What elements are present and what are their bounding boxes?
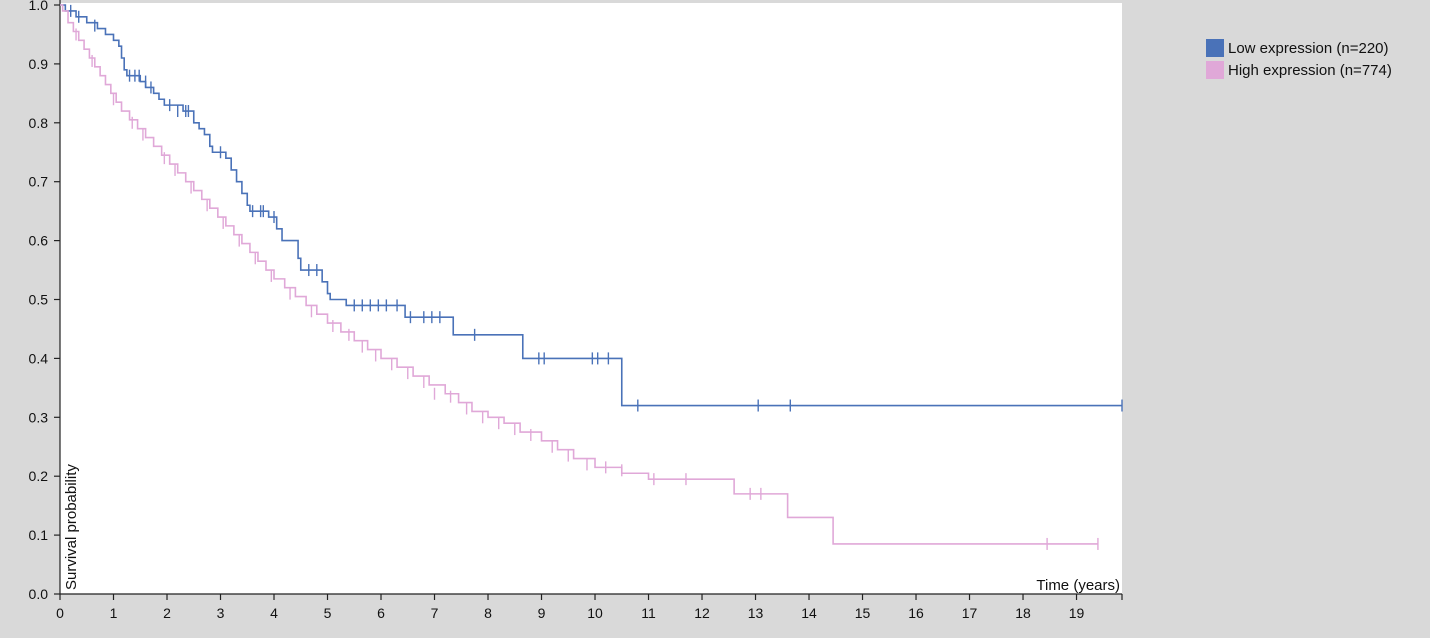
legend-item-low: Low expression (n=220) [1206, 37, 1392, 59]
y-tick-label: 0.3 [29, 409, 49, 425]
x-axis: 0 1 2 3 4 5 6 7 8 9 10 11 12 13 14 15 16 17 18 19 [56, 593, 1123, 621]
y-tick-label: 0.7 [29, 174, 49, 190]
series-layer [60, 4, 1123, 550]
x-tick-label: 7 [431, 605, 439, 621]
legend-label-low: Low expression (n=220) [1228, 39, 1389, 57]
x-tick-label: 0 [56, 605, 64, 621]
x-tick-label: 8 [484, 605, 492, 621]
survival-curve [60, 4, 1122, 407]
y-axis: 0.0 0.1 0.2 0.3 0.4 0.5 0.6 0.7 0.8 0.9 1.0 [29, 0, 61, 602]
x-tick-label: 3 [217, 605, 225, 621]
legend-swatch-low [1206, 39, 1224, 57]
series-1 [60, 4, 1099, 550]
x-tick-label: 15 [855, 605, 871, 621]
survival-curve [60, 4, 1098, 545]
x-tick-label: 13 [748, 605, 764, 621]
y-tick-label: 0.8 [29, 115, 49, 131]
x-tick-label: 12 [694, 605, 710, 621]
y-axis-label: Survival probability [63, 464, 80, 590]
plot-area [60, 3, 1122, 594]
x-tick-label: 17 [962, 605, 978, 621]
x-tick-label: 1 [110, 605, 118, 621]
y-tick-label: 0.1 [29, 527, 49, 543]
y-tick-label: 0.6 [29, 233, 49, 249]
y-tick-label: 0.2 [29, 468, 49, 484]
x-tick-label: 14 [801, 605, 817, 621]
legend-label-high: High expression (n=774) [1228, 61, 1392, 79]
x-axis-label: Time (years) [1036, 577, 1120, 594]
x-tick-label: 9 [538, 605, 546, 621]
x-tick-label: 10 [587, 605, 603, 621]
legend-item-high: High expression (n=774) [1206, 59, 1392, 81]
x-tick-label: 2 [163, 605, 171, 621]
y-tick-label: 0.5 [29, 292, 49, 308]
y-tick-label: 1.0 [29, 0, 49, 13]
x-tick-label: 4 [270, 605, 278, 621]
y-tick-label: 0.4 [29, 350, 49, 366]
x-tick-label: 18 [1015, 605, 1031, 621]
y-tick-label: 0.0 [29, 586, 49, 602]
x-tick-label: 5 [324, 605, 332, 621]
legend-swatch-high [1206, 61, 1224, 79]
x-tick-label: 16 [908, 605, 924, 621]
x-tick-label: 11 [641, 605, 656, 621]
y-tick-label: 0.9 [29, 56, 49, 72]
x-tick-label: 19 [1069, 605, 1085, 621]
series-0 [60, 4, 1123, 412]
legend: Low expression (n=220) High expression (… [1206, 37, 1392, 81]
x-tick-label: 6 [377, 605, 385, 621]
